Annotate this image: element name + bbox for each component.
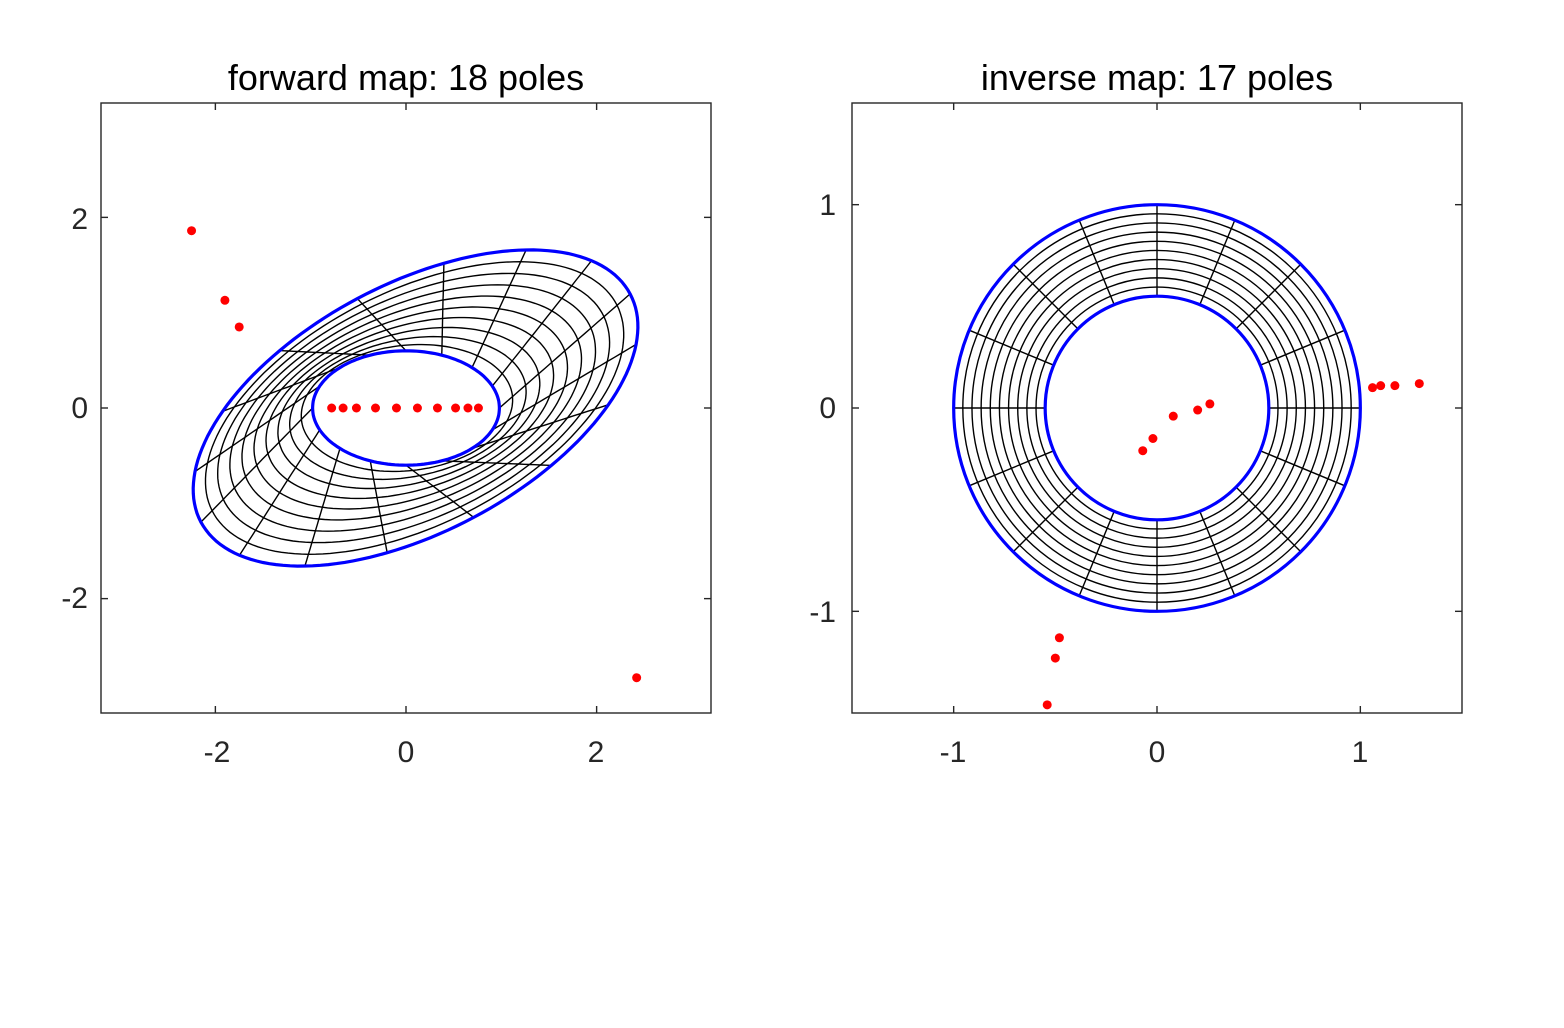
forward-map-pole bbox=[220, 295, 230, 305]
forward-map-poles bbox=[187, 226, 642, 683]
forward-map-ytick-label: 2 bbox=[71, 203, 88, 236]
inverse-map-xtick-label: -1 bbox=[940, 736, 967, 769]
inverse-map-boundaries bbox=[952, 203, 1362, 613]
forward-map-ytick-label: -2 bbox=[61, 582, 88, 615]
inverse-map-radial-line bbox=[1260, 450, 1346, 487]
forward-map-radial-curve bbox=[441, 460, 552, 467]
inverse-map-grid bbox=[953, 204, 1361, 612]
forward-map-radial-curve bbox=[441, 263, 445, 356]
inverse-map-pole bbox=[1138, 446, 1148, 456]
forward-map-xtick-label: 0 bbox=[398, 736, 415, 769]
inverse-map-radial-line bbox=[968, 329, 1054, 366]
forward-map-ytick-labels: 2 0 -2 bbox=[61, 203, 88, 615]
inverse-map-radial-line bbox=[1235, 263, 1302, 330]
forward-map-radial-curve bbox=[194, 385, 321, 473]
forward-map-xtick-label: -2 bbox=[204, 736, 231, 769]
inverse-map-pole bbox=[1168, 411, 1178, 421]
forward-map-radial-curve bbox=[279, 349, 371, 356]
inverse-map-radial-line bbox=[968, 450, 1054, 487]
forward-map-pole bbox=[432, 403, 442, 413]
inverse-map-pole bbox=[1368, 383, 1378, 393]
forward-map-pole bbox=[187, 226, 197, 236]
forward-map-boundaries bbox=[191, 248, 640, 568]
inverse-map-ytick-label: -1 bbox=[809, 596, 836, 629]
forward-map-radial-curve bbox=[369, 460, 388, 553]
forward-map-xtick-labels: -2 0 2 bbox=[204, 736, 605, 769]
inverse-map-title: inverse map: 17 poles bbox=[981, 57, 1333, 98]
inverse-map-radial-line bbox=[1012, 263, 1079, 330]
inverse-map-radial-line bbox=[1012, 486, 1079, 553]
inverse-map-radial-line bbox=[1235, 486, 1302, 553]
inverse-map-ytick-labels: 1 0 -1 bbox=[809, 189, 836, 629]
inverse-map-pole bbox=[1390, 381, 1400, 391]
inverse-map-pole bbox=[1414, 379, 1424, 389]
forward-map-pole bbox=[473, 403, 483, 413]
inverse-map-pole bbox=[1205, 399, 1215, 409]
inverse-map-ticks bbox=[852, 103, 1462, 713]
forward-map-grid bbox=[194, 249, 637, 567]
inverse-map-radial-line bbox=[1078, 219, 1115, 305]
forward-map-outer-boundary bbox=[191, 248, 640, 568]
forward-map-inner-boundary bbox=[310, 349, 502, 467]
forward-map-radial-curve bbox=[222, 366, 341, 412]
forward-map-xtick-label: 2 bbox=[588, 736, 605, 769]
inverse-map-radial-line bbox=[1199, 511, 1236, 597]
forward-map-pole bbox=[327, 403, 337, 413]
inverse-map-radial-line bbox=[1078, 511, 1115, 597]
forward-map-ticks bbox=[101, 103, 711, 713]
forward-map-pole bbox=[391, 403, 401, 413]
forward-map-radial-curve bbox=[471, 249, 527, 368]
forward-map-pole bbox=[371, 403, 380, 413]
inverse-map-pole bbox=[1148, 434, 1158, 443]
inverse-map-pole bbox=[1376, 381, 1386, 391]
forward-map-pole bbox=[463, 403, 473, 413]
forward-map-radial-curve bbox=[491, 260, 593, 387]
forward-map-pole bbox=[632, 673, 642, 683]
inverse-map-inner-boundary bbox=[1043, 294, 1271, 522]
inverse-map-panel: inverse map: 17 poles -1 0 1 1 0 -1 bbox=[809, 57, 1463, 769]
inverse-map-ytick-label: 1 bbox=[819, 189, 836, 222]
forward-map-radial-curve bbox=[200, 407, 314, 523]
inverse-map-pole bbox=[1054, 633, 1064, 643]
inverse-map-pole bbox=[1050, 653, 1060, 663]
inverse-map-xtick-label: 1 bbox=[1352, 736, 1369, 769]
inverse-map-poles bbox=[1042, 379, 1424, 710]
inverse-map-ytick-label: 0 bbox=[819, 392, 836, 425]
forward-map-title: forward map: 18 poles bbox=[228, 57, 584, 98]
inverse-map-outer-boundary bbox=[952, 203, 1362, 613]
forward-map-panel: forward map: 18 poles -2 0 2 2 0 -2 bbox=[61, 57, 712, 769]
forward-map-pole bbox=[351, 403, 361, 413]
forward-map-radial-curve bbox=[356, 298, 407, 352]
forward-map-radial-curve bbox=[498, 293, 631, 409]
forward-map-pole bbox=[234, 322, 244, 332]
inverse-map-radial-line bbox=[1260, 329, 1346, 366]
forward-map-radial-curve bbox=[491, 343, 637, 431]
forward-map-radial-curve bbox=[238, 429, 321, 556]
inverse-map-pole bbox=[1042, 700, 1052, 710]
forward-map-radial-curve bbox=[405, 464, 475, 518]
inverse-map-radial-line bbox=[1199, 219, 1236, 305]
forward-map-radial-curve bbox=[471, 404, 609, 450]
forward-map-pole bbox=[451, 403, 461, 413]
inverse-map-axes bbox=[851, 102, 1463, 714]
forward-map-radial-curve bbox=[304, 448, 341, 567]
forward-map-axes bbox=[100, 102, 712, 714]
inverse-map-pole bbox=[1193, 405, 1203, 415]
forward-map-pole bbox=[338, 403, 348, 413]
inverse-map-xtick-labels: -1 0 1 bbox=[940, 736, 1369, 769]
forward-map-pole bbox=[412, 403, 422, 413]
forward-map-ytick-label: 0 bbox=[71, 392, 88, 425]
inverse-map-xtick-label: 0 bbox=[1149, 736, 1166, 769]
